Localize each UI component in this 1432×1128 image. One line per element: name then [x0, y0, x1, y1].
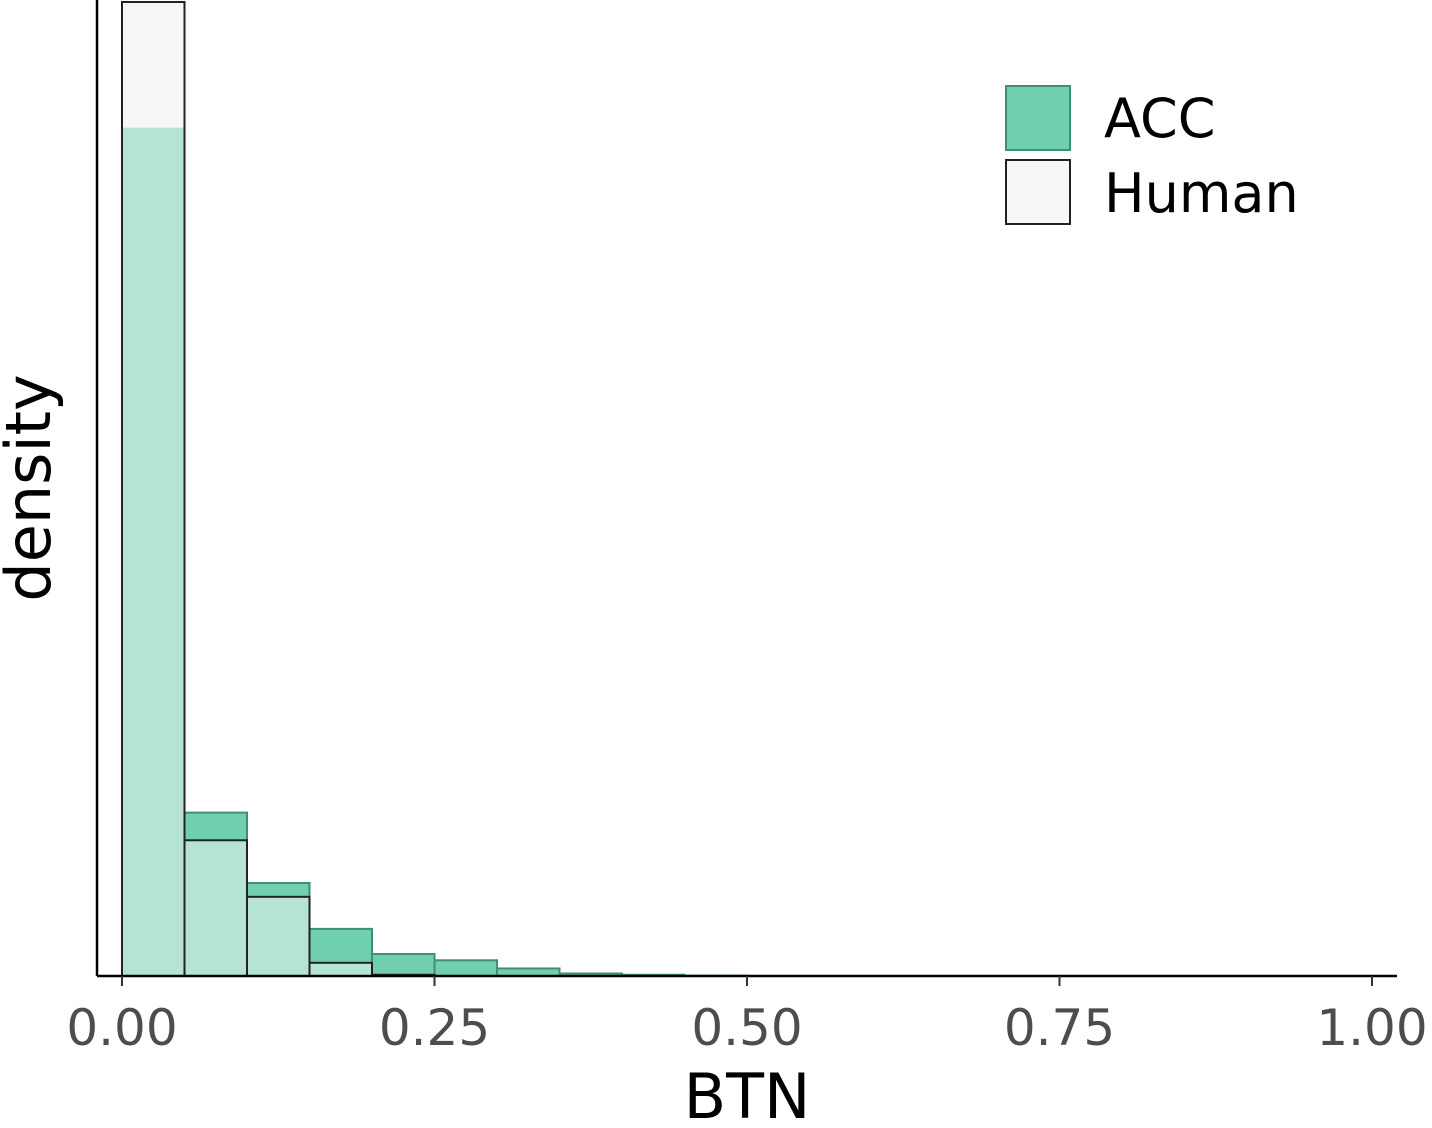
legend-label-human: Human [1104, 162, 1299, 225]
x-tick-label-1: 0.25 [379, 999, 490, 1057]
bar-acc-4 [371, 953, 436, 978]
bar-overlap-1 [184, 840, 247, 976]
x-axis-ticks: 0.00 0.25 0.50 0.75 1.00 [66, 976, 1428, 1057]
legend-swatch-acc [1005, 85, 1071, 151]
legend-swatch-human [1005, 159, 1071, 225]
x-axis-title: BTN [684, 1060, 811, 1128]
overlap-bars [122, 127, 435, 976]
x-tick-label-3: 0.75 [1004, 999, 1115, 1057]
x-tick-label-0: 0.00 [66, 999, 177, 1057]
bar-overlap-0 [122, 127, 185, 976]
y-axis-title: density [0, 374, 65, 601]
bar-overlap-2 [247, 896, 310, 976]
legend: ACC Human [1005, 85, 1299, 225]
x-tick-label-4: 1.00 [1316, 999, 1427, 1057]
bar-acc-5 [433, 959, 498, 978]
x-tick-label-2: 0.50 [691, 999, 802, 1057]
legend-label-acc: ACC [1104, 87, 1215, 150]
bar-overlap-3 [309, 962, 372, 976]
